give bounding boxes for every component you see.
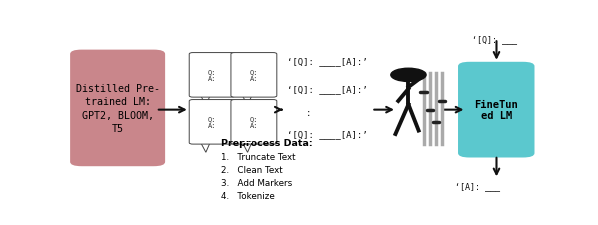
Polygon shape xyxy=(201,96,210,106)
Bar xyxy=(202,95,210,97)
Text: ‘[Q]: ____[A]:’: ‘[Q]: ____[A]:’ xyxy=(287,85,368,94)
Text: Distilled Pre-
trained LM:
GPT2, BLOOM,
T5: Distilled Pre- trained LM: GPT2, BLOOM, … xyxy=(75,84,160,133)
Text: :: : xyxy=(306,108,311,117)
Text: 1.   Truncate Text: 1. Truncate Text xyxy=(221,153,295,162)
Text: Q:
A:: Q: A: xyxy=(208,69,216,82)
FancyBboxPatch shape xyxy=(189,100,235,144)
Bar xyxy=(243,142,252,144)
FancyBboxPatch shape xyxy=(70,50,165,166)
Polygon shape xyxy=(242,143,252,153)
Text: Q:
A:: Q: A: xyxy=(249,69,258,82)
FancyBboxPatch shape xyxy=(231,53,277,98)
Text: 2.   Clean Text: 2. Clean Text xyxy=(221,166,282,175)
FancyBboxPatch shape xyxy=(189,53,235,98)
Text: Q:
A:: Q: A: xyxy=(249,116,258,129)
Bar xyxy=(243,95,252,97)
Circle shape xyxy=(391,69,426,82)
Text: 4.   Tokenize: 4. Tokenize xyxy=(221,192,274,200)
Polygon shape xyxy=(201,143,210,153)
Text: ‘[Q]: ____[A]:’: ‘[Q]: ____[A]:’ xyxy=(287,57,368,66)
Text: ‘[Q]: ____[A]:’: ‘[Q]: ____[A]:’ xyxy=(287,130,368,139)
Bar xyxy=(202,142,210,144)
Text: 3.   Add Markers: 3. Add Markers xyxy=(221,179,292,188)
Polygon shape xyxy=(242,96,252,106)
Text: Preprocess Data:: Preprocess Data: xyxy=(221,139,312,148)
Text: ‘[A]: ___: ‘[A]: ___ xyxy=(454,181,500,190)
Text: Q:
A:: Q: A: xyxy=(208,116,216,129)
FancyBboxPatch shape xyxy=(231,100,277,144)
Text: FineTun
ed LM: FineTun ed LM xyxy=(474,99,518,121)
FancyBboxPatch shape xyxy=(458,63,535,158)
Text: ‘[Q]: ___: ‘[Q]: ___ xyxy=(472,35,517,44)
